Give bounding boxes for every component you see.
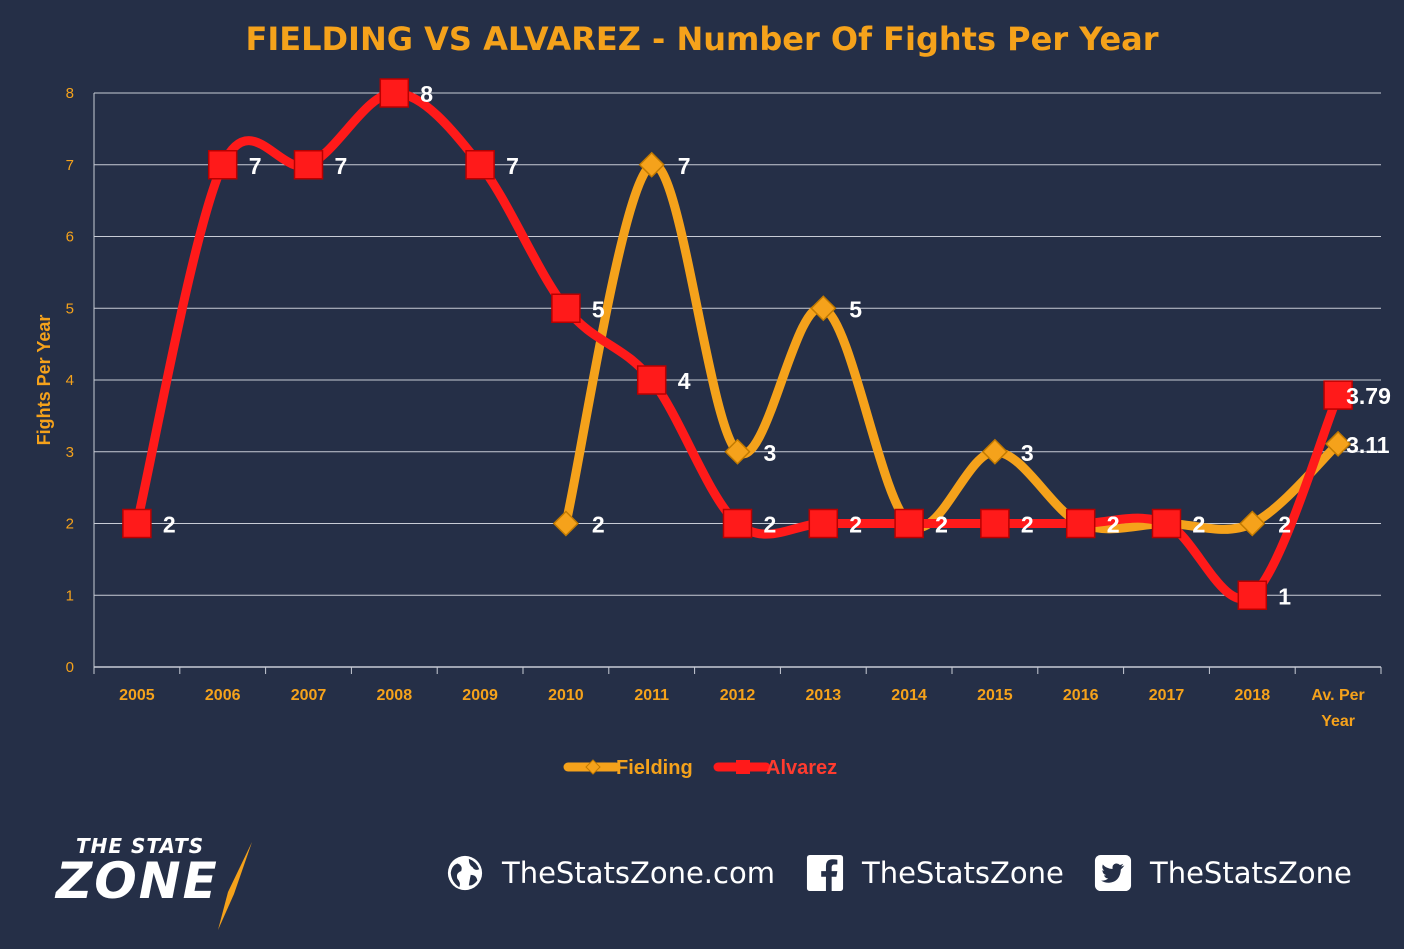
y-tick-label: 7 bbox=[66, 157, 74, 174]
alvarez-point bbox=[465, 150, 495, 180]
alvarez-point bbox=[1151, 508, 1182, 539]
data-label: 7 bbox=[506, 153, 519, 179]
alvarez-point bbox=[722, 508, 753, 539]
alvarez-point bbox=[379, 78, 410, 108]
fielding-point bbox=[1325, 430, 1352, 457]
data-label: 8 bbox=[420, 81, 433, 107]
x-tick-label: 2007 bbox=[291, 687, 327, 704]
y-axis-title: Fights Per Year bbox=[34, 315, 54, 446]
x-tick-label: 2006 bbox=[205, 687, 241, 704]
alvarez-point bbox=[808, 508, 839, 539]
website-text: TheStatsZone.com bbox=[502, 856, 775, 890]
data-label: 2 bbox=[1107, 512, 1120, 538]
twitter-icon bbox=[1094, 854, 1132, 892]
x-tick-label: 2011 bbox=[634, 687, 669, 704]
data-label: 2 bbox=[1107, 512, 1120, 538]
x-tick-label: 2010 bbox=[548, 687, 584, 704]
data-label: 2 bbox=[1278, 512, 1291, 538]
data-label: 4 bbox=[678, 368, 691, 394]
legend-label-alvarez: Alvarez bbox=[766, 757, 837, 779]
legend-marker bbox=[736, 760, 750, 774]
x-tick-label: Year bbox=[1321, 713, 1355, 730]
x-tick-label: 2009 bbox=[462, 687, 498, 704]
data-label: 3.79 bbox=[1346, 383, 1391, 409]
data-label: 2 bbox=[1193, 512, 1206, 538]
facebook-text: TheStatsZone bbox=[862, 856, 1064, 890]
data-label: 2 bbox=[849, 512, 862, 538]
alvarez-point bbox=[207, 150, 238, 180]
alvarez-point bbox=[1065, 508, 1096, 539]
data-label: 3 bbox=[764, 440, 777, 466]
data-label: 3 bbox=[1021, 440, 1034, 466]
footer: THE STATS ZONE TheStatsZone.com TheStats… bbox=[0, 820, 1404, 930]
y-tick-label: 8 bbox=[66, 85, 74, 102]
alvarez-point bbox=[1323, 380, 1353, 410]
x-tick-label: Av. Per bbox=[1311, 687, 1364, 704]
alvarez-point bbox=[894, 508, 924, 539]
brand-swoosh-icon bbox=[218, 842, 252, 930]
series-line-fielding bbox=[561, 160, 1343, 534]
twitter-link[interactable]: TheStatsZone bbox=[1094, 854, 1352, 892]
y-tick-label: 0 bbox=[66, 659, 74, 676]
y-tick-label: 1 bbox=[66, 587, 74, 604]
brand-logo: THE STATS ZONE bbox=[52, 832, 302, 930]
alvarez-point bbox=[293, 150, 324, 180]
data-label: 5 bbox=[849, 296, 862, 322]
data-label: 5 bbox=[592, 296, 605, 322]
data-label: 1 bbox=[1278, 583, 1291, 609]
fielding-point bbox=[724, 438, 751, 465]
y-tick-label: 3 bbox=[66, 444, 74, 461]
x-tick-label: 2015 bbox=[977, 687, 1013, 704]
alvarez-point bbox=[1237, 580, 1268, 610]
legend-marker bbox=[585, 759, 601, 775]
fielding-point bbox=[810, 295, 837, 322]
globe-icon bbox=[447, 855, 483, 891]
y-tick-label: 6 bbox=[66, 229, 74, 246]
data-label: 7 bbox=[249, 153, 262, 179]
alvarez-point bbox=[551, 293, 581, 323]
data-label: 2 bbox=[935, 512, 948, 538]
x-tick-label: 2008 bbox=[377, 687, 413, 704]
alvarez-point bbox=[636, 365, 667, 395]
fielding-point bbox=[981, 438, 1008, 465]
x-tick-label: 2005 bbox=[119, 687, 155, 704]
twitter-text: TheStatsZone bbox=[1150, 856, 1352, 890]
alvarez-point bbox=[122, 508, 152, 539]
y-tick-label: 2 bbox=[66, 516, 74, 533]
x-tick-label: 2012 bbox=[720, 687, 756, 704]
facebook-link[interactable]: TheStatsZone bbox=[806, 854, 1064, 892]
data-label: 7 bbox=[678, 153, 691, 179]
facebook-icon bbox=[806, 854, 844, 892]
alvarez-point bbox=[980, 508, 1010, 539]
x-tick-label: 2018 bbox=[1235, 687, 1271, 704]
data-label: 2 bbox=[1193, 512, 1206, 538]
data-label: 2 bbox=[1021, 512, 1034, 538]
fielding-point bbox=[1239, 510, 1266, 537]
legend-label-fielding: Fielding bbox=[616, 757, 693, 779]
data-label: 7 bbox=[335, 153, 348, 179]
brand-line-1: THE STATS bbox=[76, 834, 205, 858]
x-tick-label: 2014 bbox=[891, 687, 927, 704]
line-chart: 0 1 2 3 4 5 6 7 8 2005 2006 2007 2008 2009 2010 2011 201… bbox=[34, 78, 1391, 779]
fielding-point bbox=[552, 510, 579, 537]
data-label: 2 bbox=[163, 512, 176, 538]
x-tick-label: 2016 bbox=[1063, 687, 1099, 704]
data-label: 2 bbox=[935, 512, 948, 538]
data-label: 3.11 bbox=[1346, 432, 1390, 458]
y-tick-label: 5 bbox=[66, 300, 74, 317]
x-tick-label: 2013 bbox=[806, 687, 842, 704]
x-tick-label: 2017 bbox=[1149, 687, 1185, 704]
brand-line-2: ZONE bbox=[56, 852, 219, 910]
data-label: 2 bbox=[592, 512, 605, 538]
data-label: 2 bbox=[764, 512, 777, 538]
fielding-point bbox=[638, 151, 665, 178]
y-tick-label: 4 bbox=[66, 372, 74, 389]
website-link[interactable]: TheStatsZone.com bbox=[446, 854, 775, 892]
chart-title: FIELDING VS ALVAREZ - Number Of Fights P… bbox=[245, 20, 1159, 58]
